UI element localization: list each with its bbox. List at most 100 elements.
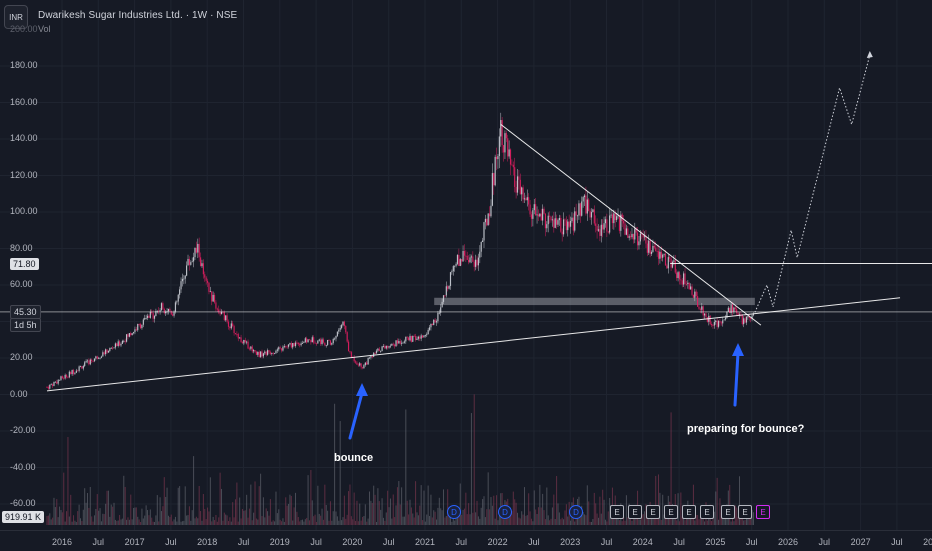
candle-body xyxy=(562,219,565,235)
candle-body xyxy=(666,265,668,269)
dividend-marker[interactable]: D xyxy=(447,505,461,519)
candle-body xyxy=(648,240,650,253)
volume-bar xyxy=(533,490,535,525)
candle-body xyxy=(107,350,110,353)
candle-body xyxy=(487,213,489,226)
volume-bar xyxy=(431,517,433,525)
volume-bar xyxy=(525,515,527,525)
earnings-marker[interactable]: E xyxy=(738,505,752,519)
volume-bar xyxy=(170,514,172,525)
candle-body xyxy=(543,208,545,214)
time-tick-label: 2025 xyxy=(705,537,726,547)
candle-body xyxy=(694,291,696,298)
candle-body xyxy=(250,346,252,349)
candle-body xyxy=(82,365,84,369)
candle-body xyxy=(139,324,142,329)
volume-bar xyxy=(512,491,514,525)
volume-bar xyxy=(134,507,136,525)
volume-bar xyxy=(367,518,369,525)
candle-body xyxy=(109,348,111,351)
volume-bar xyxy=(350,516,352,525)
volume-bar xyxy=(482,499,484,525)
volume-bar xyxy=(240,518,242,525)
earnings-marker[interactable]: E xyxy=(664,505,678,519)
currency-button[interactable]: INR xyxy=(4,5,28,29)
earnings-marker[interactable]: E xyxy=(700,505,714,519)
volume-bar xyxy=(399,504,401,525)
candle-body xyxy=(98,357,100,359)
volume-bar xyxy=(579,513,581,525)
earnings-marker[interactable]: E xyxy=(610,505,624,519)
time-tick-label: 2026 xyxy=(777,537,799,547)
candle-body xyxy=(470,256,473,258)
candle-body xyxy=(116,343,118,347)
time-tick-label: 2016 xyxy=(51,537,73,547)
volume-bar xyxy=(306,517,308,525)
candle-body xyxy=(479,251,481,258)
earnings-marker[interactable]: E xyxy=(682,505,696,519)
dividend-marker[interactable]: D xyxy=(569,505,583,519)
volume-bar xyxy=(597,517,599,525)
candle-body xyxy=(447,286,449,289)
earnings-marker[interactable]: E xyxy=(646,505,660,519)
time-tick-label: 2022 xyxy=(487,537,508,547)
candle-body xyxy=(53,382,55,386)
candle-body xyxy=(275,350,277,354)
volume-bar xyxy=(321,508,323,525)
candle-body xyxy=(49,384,51,389)
candle-body xyxy=(690,286,692,290)
candle-body xyxy=(609,215,611,233)
volume-bar xyxy=(625,495,627,525)
candle-body xyxy=(683,273,685,285)
candle-body xyxy=(290,343,292,348)
candle-body xyxy=(381,346,383,352)
earnings-marker[interactable]: E xyxy=(628,505,642,519)
volume-bar xyxy=(204,508,206,525)
candle-body xyxy=(530,214,533,219)
volume-bar xyxy=(567,516,569,525)
candle-body xyxy=(181,278,184,282)
candle-body xyxy=(564,219,566,221)
volume-bar xyxy=(271,521,273,525)
volume-bar xyxy=(147,510,149,525)
candle-body xyxy=(68,371,70,378)
candle-body xyxy=(71,370,73,375)
candle-body xyxy=(417,336,419,339)
candle-body xyxy=(398,341,400,344)
volume-bar xyxy=(697,515,699,525)
volume-bar xyxy=(681,516,683,525)
earnings-marker[interactable]: E xyxy=(721,505,735,519)
candle-body xyxy=(420,335,422,339)
candle-body xyxy=(726,311,728,318)
earnings-marker[interactable]: E xyxy=(756,505,770,519)
volume-bar xyxy=(205,519,207,525)
volume-bar xyxy=(339,421,341,525)
candle-body xyxy=(495,156,498,160)
candle-body xyxy=(225,315,227,321)
volume-bar xyxy=(732,515,734,525)
volume-bar xyxy=(537,507,539,525)
volume-bar xyxy=(396,487,398,525)
trendlines xyxy=(0,124,932,392)
candle-body xyxy=(219,312,221,315)
candle-body xyxy=(65,374,68,377)
time-tick-label: 2021 xyxy=(414,537,436,547)
time-axis[interactable]: 2016 Jul 2017 Jul 2018 Jul 2019 Jul 2020 Jul 2021 J… xyxy=(0,530,932,551)
volume-bar xyxy=(443,489,445,525)
volume-bar xyxy=(547,515,549,525)
volume-bar xyxy=(116,521,118,525)
volume-bar xyxy=(656,518,658,525)
candle-body xyxy=(205,277,207,281)
candle-body xyxy=(625,228,628,235)
candle-body xyxy=(667,257,669,269)
candle-body xyxy=(159,310,161,312)
candle-body xyxy=(493,173,495,186)
volume-bar xyxy=(223,512,225,525)
candle-body xyxy=(239,337,241,339)
price-chart[interactable] xyxy=(0,0,932,530)
volume-bar xyxy=(162,506,164,525)
candle-body xyxy=(293,343,295,347)
dividend-marker[interactable]: D xyxy=(498,505,512,519)
candle-body xyxy=(678,272,681,280)
candle-body xyxy=(272,352,274,354)
